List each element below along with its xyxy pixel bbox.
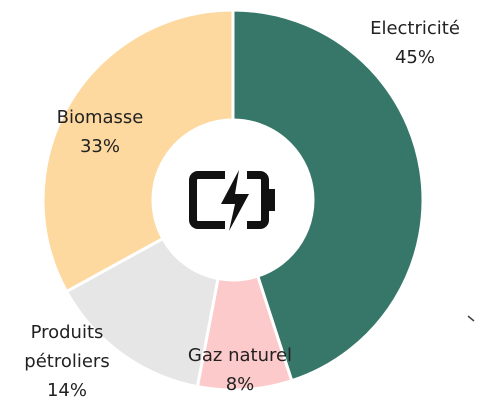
slice-label: Produits pétroliers 14%: [12, 318, 122, 405]
value-label: 45%: [394, 47, 435, 68]
category-label: Gaz naturel: [187, 345, 293, 366]
slices: [41, 8, 425, 392]
category-label: Produits pétroliers: [24, 322, 110, 372]
slice: [64, 236, 220, 389]
slice-label: Gaz naturel 8%: [170, 341, 310, 399]
slice-label: Electricité 45%: [345, 14, 481, 72]
category-label: Electricité: [370, 18, 460, 39]
slice: [41, 8, 235, 294]
value-label: 8%: [225, 374, 255, 395]
edge-mark: [467, 315, 475, 322]
category-label: Biomasse: [56, 107, 144, 128]
battery-icon: [189, 170, 275, 231]
slice: [231, 8, 425, 383]
value-label: 14%: [46, 380, 87, 401]
slice-label: Biomasse 33%: [30, 103, 170, 161]
value-label: 33%: [79, 136, 120, 157]
